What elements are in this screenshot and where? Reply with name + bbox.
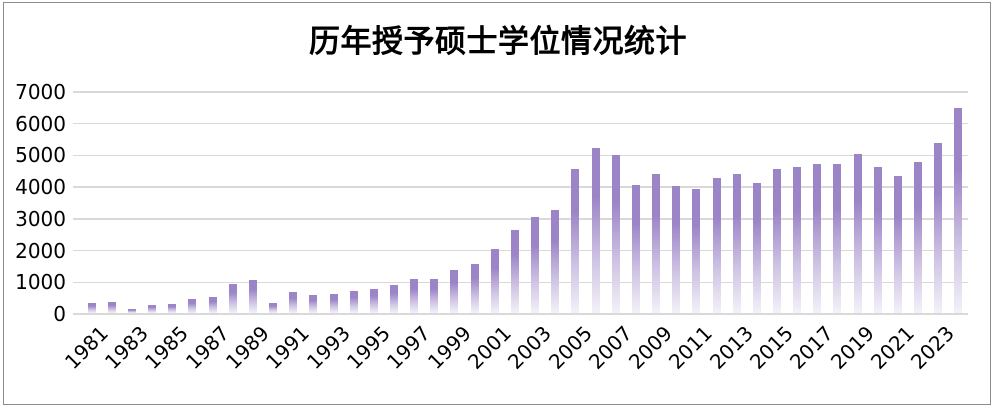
y-tick-label: 2000 <box>15 238 66 263</box>
bar-2012 <box>712 177 721 313</box>
bar-1985 <box>168 303 177 313</box>
bar-1996 <box>390 285 399 313</box>
bar-2001 <box>490 249 499 313</box>
bar-2019 <box>853 154 862 313</box>
bar-1982 <box>107 301 116 313</box>
bar-2016 <box>793 167 802 313</box>
y-tick-label: 6000 <box>15 111 66 136</box>
bar-1998 <box>430 279 439 313</box>
x-tick-label: 1983 <box>100 321 153 374</box>
bar-2005 <box>571 168 580 313</box>
x-tick-label: 2005 <box>543 321 597 374</box>
bar-1981 <box>87 302 96 313</box>
x-tick-label: 2013 <box>704 321 758 374</box>
gridline <box>73 218 968 220</box>
gridline <box>73 91 968 93</box>
x-axis-line <box>73 313 968 315</box>
gridline <box>73 186 968 188</box>
bar-1987 <box>208 297 217 313</box>
bar-2010 <box>672 185 681 313</box>
x-tick-label: 2007 <box>583 321 637 374</box>
bar-1997 <box>410 279 419 313</box>
bar-2024 <box>954 107 963 313</box>
x-tick-label: 1991 <box>261 321 315 374</box>
bar-1999 <box>450 269 459 313</box>
bar-1991 <box>289 291 298 313</box>
x-tick-label: 2001 <box>462 321 516 374</box>
y-tick-label: 7000 <box>15 80 66 104</box>
x-tick-label: 1987 <box>180 321 234 374</box>
gridline <box>73 154 968 157</box>
x-tick-label: 1993 <box>301 321 355 374</box>
gridline <box>73 249 968 252</box>
x-tick-label: 1997 <box>382 321 436 374</box>
bar-1992 <box>309 294 318 313</box>
bar-1983 <box>128 308 136 313</box>
bar-2004 <box>551 210 560 313</box>
x-tick-label: 2017 <box>785 321 839 374</box>
bar-2003 <box>531 216 540 313</box>
x-tick-label: 2009 <box>624 321 678 374</box>
bar-2013 <box>732 173 741 313</box>
x-tick-label: 2021 <box>865 321 919 374</box>
x-tick-label: 2003 <box>503 321 557 374</box>
bar-1994 <box>349 290 358 313</box>
chart-title: 历年授予硕士学位情况统计 <box>309 24 687 60</box>
bar-1995 <box>369 288 378 313</box>
bar-2002 <box>510 229 519 313</box>
x-tick-label: 1981 <box>59 321 113 374</box>
bar-2015 <box>772 169 781 313</box>
bar-1993 <box>329 293 338 313</box>
y-tick-label: 4000 <box>15 175 66 200</box>
y-tick-label: 1000 <box>15 270 66 295</box>
bar-1986 <box>188 299 197 313</box>
bar-2014 <box>752 182 761 313</box>
bar-1990 <box>269 302 278 313</box>
bar-2023 <box>934 143 943 313</box>
bar-2006 <box>591 148 600 313</box>
bar-2018 <box>833 163 842 313</box>
x-tick-label: 1999 <box>422 321 476 374</box>
bar-2022 <box>914 162 923 313</box>
y-tick-label: 0 <box>53 302 66 326</box>
bar-1984 <box>148 305 157 313</box>
x-tick-label: 1995 <box>341 321 395 374</box>
bar-2021 <box>893 176 902 313</box>
bar-1988 <box>228 284 237 313</box>
x-tick-label: 1989 <box>220 321 274 374</box>
bar-1989 <box>248 279 257 313</box>
bar-2007 <box>611 155 620 313</box>
bar-2008 <box>631 184 640 313</box>
bar-2017 <box>813 164 822 313</box>
gridline <box>73 281 968 283</box>
bar-2011 <box>692 188 701 313</box>
x-tick-label: 2019 <box>825 321 879 374</box>
x-tick-label: 2015 <box>744 321 798 374</box>
y-tick-label: 5000 <box>15 143 66 168</box>
gridline <box>73 123 968 125</box>
x-tick-label: 2011 <box>664 321 718 374</box>
bar-2000 <box>470 263 479 313</box>
y-tick-label: 3000 <box>15 206 66 231</box>
x-tick-label: 2023 <box>906 321 960 374</box>
x-tick-label: 1985 <box>140 321 194 374</box>
bar-2020 <box>873 167 882 313</box>
bar-2009 <box>652 173 661 313</box>
